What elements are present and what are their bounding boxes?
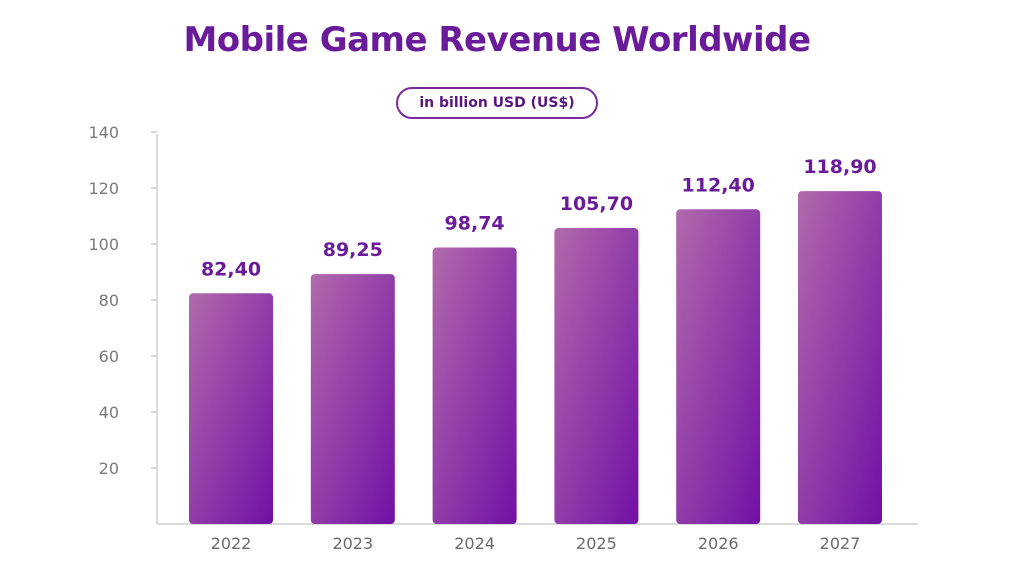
data-label: 118,90 [803,156,876,178]
y-axis-ticks: 20 40 60 80 100 120 140 [88,123,157,478]
y-tick-label: 40 [99,403,119,422]
unit-badge: in billion USD (US$) [396,87,598,119]
x-tick-label: 2027 [820,534,861,553]
y-tick-label: 120 [88,179,119,198]
y-tick-label: 140 [88,123,119,142]
value-labels: 82,40 89,25 98,74 105,70 112,40 118,90 [201,156,877,280]
y-tick-label: 60 [99,347,119,366]
x-tick-label: 2022 [211,534,252,553]
bar-2027 [798,191,882,524]
axes [156,134,918,525]
bar-2023 [310,274,395,524]
data-label: 98,74 [445,213,505,235]
x-tick-label: 2026 [698,534,739,553]
data-label: 82,40 [201,258,261,280]
bar-2026 [676,209,761,524]
chart-title: Mobile Game Revenue Worldwide [183,20,811,60]
data-label: 89,25 [323,239,383,261]
bar-2025 [554,228,639,525]
bar-2022 [189,293,273,524]
bars [189,191,882,525]
x-tick-label: 2025 [576,534,617,553]
y-tick-label: 80 [99,291,119,310]
x-axis-labels: 2022 2023 2024 2025 2026 2027 [211,534,861,553]
y-tick-label: 20 [99,459,119,478]
data-label: 112,40 [682,174,755,196]
y-tick-label: 100 [88,235,119,254]
x-tick-label: 2024 [454,534,495,553]
data-label: 105,70 [560,193,633,215]
x-tick-label: 2023 [332,534,373,553]
bar-2024 [432,247,517,524]
